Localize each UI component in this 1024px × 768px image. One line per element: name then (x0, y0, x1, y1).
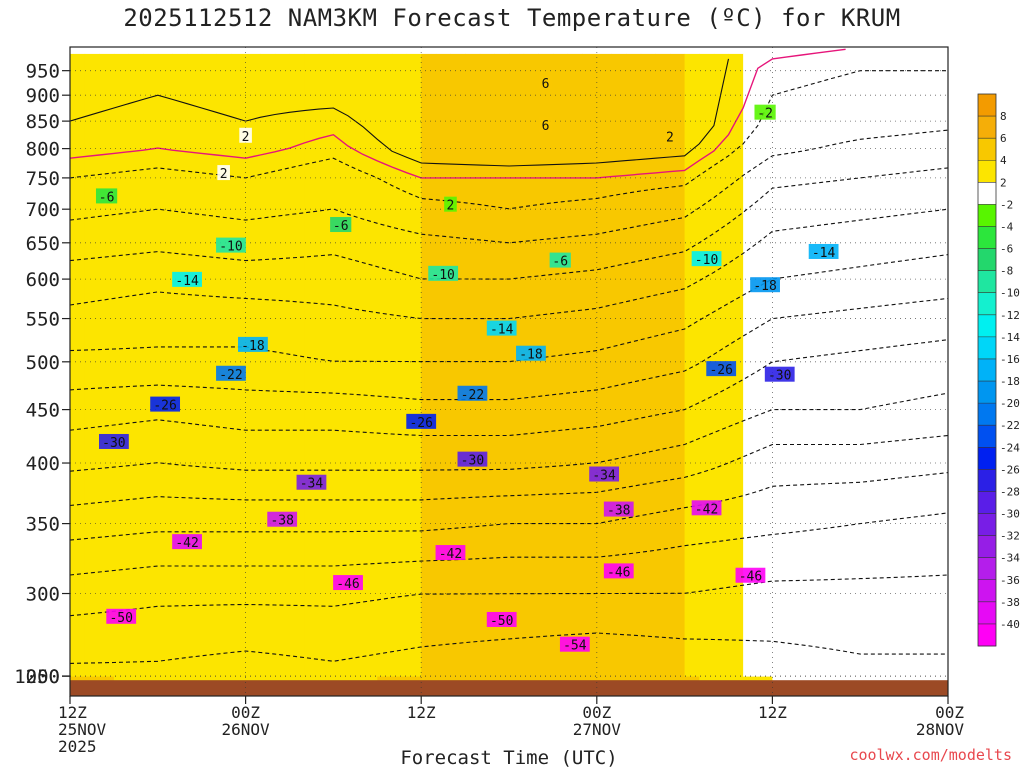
heat-cell (421, 53, 437, 678)
heat-cell (362, 53, 378, 678)
heat-cell (230, 53, 247, 678)
heat-cell (84, 53, 100, 678)
heat-cell (99, 53, 115, 678)
heat-cell (479, 53, 495, 678)
heat-cell (260, 53, 276, 678)
heat-cell (684, 53, 700, 678)
temperature-field (70, 53, 948, 696)
heat-cell (143, 53, 159, 678)
heat-cell (70, 53, 86, 678)
heat-cell (582, 53, 598, 678)
heat-cell (509, 53, 525, 678)
heat-cell (523, 53, 539, 678)
heat-cell (538, 53, 554, 678)
heat-cell (348, 53, 364, 678)
heat-cell (465, 53, 481, 678)
heat-cell (494, 53, 510, 678)
heat-cell (157, 53, 174, 678)
heat-cell (655, 53, 671, 678)
heat-cell (113, 53, 130, 678)
heat-cell (435, 53, 452, 678)
heat-cell (201, 53, 217, 678)
heat-cell (728, 53, 744, 678)
heat-cell (377, 53, 393, 678)
heat-cell (669, 53, 686, 678)
heat-cell (640, 53, 656, 678)
heat-cell (552, 53, 569, 678)
heat-cell (450, 53, 466, 678)
chart-title: 2025112512 NAM3KM Forecast Temperature (… (123, 4, 901, 32)
heat-cell (318, 53, 334, 678)
heat-cell (187, 53, 203, 678)
heat-cell (611, 53, 627, 678)
heat-cell (128, 53, 144, 678)
heat-cell (245, 53, 261, 678)
heat-cell (274, 53, 291, 678)
heat-cell (172, 53, 188, 678)
heat-cell (391, 53, 408, 678)
heat-cell (596, 53, 613, 678)
heat-cell (216, 53, 232, 678)
heat-cell (304, 53, 320, 678)
heat-cell (567, 53, 583, 678)
heat-cell (406, 53, 422, 678)
heat-cell (626, 53, 642, 678)
